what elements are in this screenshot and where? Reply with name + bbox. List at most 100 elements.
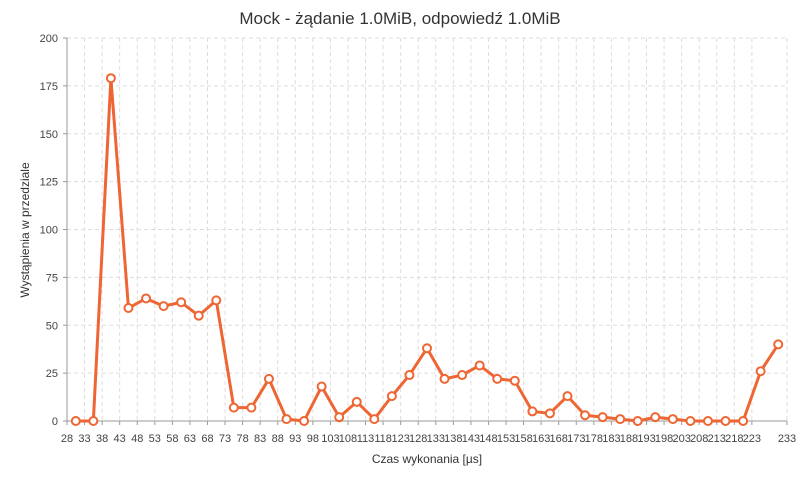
y-tick-label: 50 xyxy=(46,320,58,332)
data-point xyxy=(738,416,749,426)
data-point xyxy=(281,414,292,425)
y-axis-ticks: 0 25 50 75 100 125 150 175 200 xyxy=(40,33,67,428)
data-point xyxy=(193,310,204,321)
data-point xyxy=(527,406,538,417)
x-tick-label: 88 xyxy=(272,433,284,445)
data-point xyxy=(439,373,450,384)
x-tick-label: 28 xyxy=(61,433,73,445)
x-tick-label: 203 xyxy=(672,433,690,445)
y-tick-label: 75 xyxy=(46,272,58,284)
y-axis-label: Wystąpienia w przedziale xyxy=(18,162,32,298)
x-tick-label: 33 xyxy=(78,433,90,445)
data-point xyxy=(334,412,345,423)
data-point xyxy=(562,391,573,402)
y-tick-label: 150 xyxy=(40,129,58,141)
x-tick-label: 178 xyxy=(585,433,603,445)
x-tick-label: 48 xyxy=(131,433,143,445)
x-tick-label: 163 xyxy=(532,433,550,445)
x-tick-label: 43 xyxy=(114,433,126,445)
data-point xyxy=(615,414,626,425)
x-tick-label: 223 xyxy=(743,433,761,445)
x-tick-label: 208 xyxy=(690,433,708,445)
data-point xyxy=(650,412,661,423)
data-point xyxy=(580,410,591,421)
data-point xyxy=(158,301,169,312)
data-point xyxy=(263,373,274,384)
data-point xyxy=(176,297,187,308)
x-tick-label: 138 xyxy=(444,433,462,445)
data-point xyxy=(474,360,485,371)
data-point xyxy=(299,416,310,426)
y-tick-label: 200 xyxy=(40,33,58,45)
x-tick-label: 218 xyxy=(725,433,743,445)
x-tick-label: 123 xyxy=(391,433,409,445)
x-tick-label: 103 xyxy=(321,433,339,445)
x-axis-label: Czas wykonania [µs] xyxy=(372,452,482,466)
x-tick-label: 78 xyxy=(236,433,248,445)
data-point xyxy=(773,339,784,350)
data-point xyxy=(422,343,432,354)
data-point xyxy=(141,293,152,304)
x-tick-label: 183 xyxy=(602,433,620,445)
x-axis-ticks: 28 33 38 43 48 53 58 63 68 73 78 83 88 93 98 103 108 113 1… xyxy=(61,421,796,445)
data-point xyxy=(509,375,520,386)
chart-title: Mock - żądanie 1.0MiB, odpowiedź 1.0MiB xyxy=(239,9,560,28)
y-tick-label: 125 xyxy=(40,177,58,189)
x-tick-label: 93 xyxy=(289,433,301,445)
x-tick-label: 188 xyxy=(620,433,638,445)
x-tick-label: 173 xyxy=(567,433,585,445)
data-point xyxy=(702,416,713,426)
data-point xyxy=(105,73,116,84)
y-tick-label: 25 xyxy=(46,368,58,380)
x-tick-label: 98 xyxy=(307,433,319,445)
data-point xyxy=(228,402,239,413)
data-point xyxy=(351,396,362,407)
x-tick-label: 213 xyxy=(708,433,726,445)
x-tick-label: 128 xyxy=(409,433,427,445)
x-tick-label: 38 xyxy=(96,433,108,445)
data-point xyxy=(632,416,643,426)
x-tick-label: 148 xyxy=(479,433,497,445)
x-tick-label: 158 xyxy=(514,433,532,445)
data-point xyxy=(404,370,415,381)
x-tick-label: 193 xyxy=(637,433,655,445)
data-point xyxy=(316,381,327,392)
x-tick-label: 198 xyxy=(655,433,673,445)
series xyxy=(70,73,784,426)
x-tick-label: 153 xyxy=(497,433,515,445)
data-point xyxy=(88,416,99,426)
x-tick-label: 58 xyxy=(166,433,178,445)
y-tick-label: 175 xyxy=(40,81,58,93)
data-point xyxy=(457,370,468,381)
x-tick-label: 108 xyxy=(339,433,357,445)
data-point xyxy=(685,416,696,426)
data-point xyxy=(597,412,608,423)
x-tick-label: 73 xyxy=(219,433,231,445)
x-tick-label: 133 xyxy=(427,433,445,445)
x-tick-label: 53 xyxy=(149,433,161,445)
x-tick-label: 113 xyxy=(357,433,375,445)
data-point xyxy=(667,414,678,425)
data-point xyxy=(211,295,222,306)
data-point xyxy=(755,366,766,377)
y-tick-label: 0 xyxy=(52,416,58,428)
data-point xyxy=(123,303,134,314)
data-point xyxy=(70,416,81,426)
x-tick-label: 233 xyxy=(778,433,796,445)
x-tick-label: 83 xyxy=(254,433,266,445)
x-tick-label: 118 xyxy=(374,433,392,445)
data-point xyxy=(369,414,380,425)
grid xyxy=(67,37,788,421)
x-tick-label: 63 xyxy=(184,433,196,445)
data-point xyxy=(492,373,503,384)
data-point xyxy=(720,416,731,426)
data-point xyxy=(246,402,257,413)
x-tick-label: 143 xyxy=(462,433,480,445)
x-tick-label: 168 xyxy=(550,433,568,445)
x-tick-label: 68 xyxy=(201,433,213,445)
data-point xyxy=(386,391,397,402)
y-tick-label: 100 xyxy=(40,225,58,237)
data-point xyxy=(544,408,555,419)
